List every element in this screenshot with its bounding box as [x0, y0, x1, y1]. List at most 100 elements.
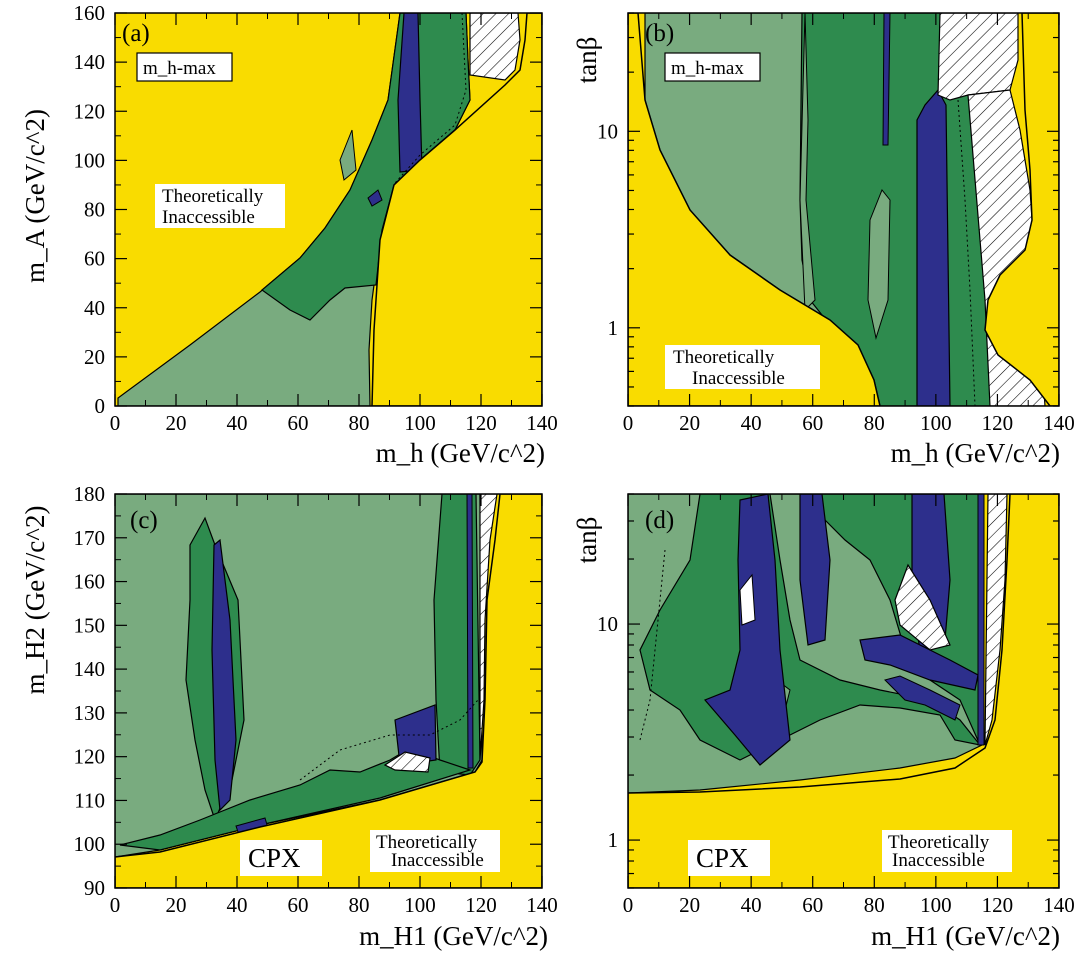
- panel-d-region-label-2: Inaccessible: [892, 850, 985, 871]
- panel-b-region-light-strip: [867, 189, 891, 340]
- panel-c-region-blue-spike: [211, 538, 237, 812]
- y-tick-label: 1: [608, 828, 619, 852]
- panel-c-inaccessible-lower: [115, 494, 542, 888]
- panel-b-xlabel: m_h (GeV/c^2): [891, 438, 1060, 468]
- panel-c-dotted-contour: [299, 699, 479, 781]
- x-tick-label: 60: [288, 893, 309, 917]
- y-tick-label: 90: [84, 876, 105, 900]
- x-tick-label: 20: [166, 893, 187, 917]
- panel-d-region-blue-tongue: [859, 634, 979, 691]
- y-tick-label: 100: [74, 148, 106, 172]
- y-tick-label: 120: [74, 99, 106, 123]
- panel-a-region-light-island: [339, 129, 357, 181]
- y-tick-label: 60: [84, 247, 105, 271]
- y-tick-label: 1: [608, 316, 619, 340]
- panel-c-ylabel: m_H2 (GeV/c^2): [20, 506, 50, 695]
- x-tick-label: 80: [864, 893, 885, 917]
- panel-c-xlabel: m_H1 (GeV/c^2): [359, 921, 548, 951]
- x-tick-label: 120: [465, 893, 497, 917]
- panel-c-region-label-box: [370, 830, 500, 872]
- y-tick-label: 170: [74, 526, 106, 550]
- panel-a-region-label-1: Theoretically: [162, 186, 264, 207]
- panel-d-region-white: [739, 573, 756, 626]
- x-tick-label: 40: [741, 893, 762, 917]
- panel-a-scenario-box: [136, 52, 233, 82]
- x-tick-label: 100: [920, 893, 952, 917]
- y-tick-label: 20: [84, 345, 105, 369]
- y-tick-label: 140: [74, 50, 106, 74]
- panel-a: 0 20 40 60 80 100 120 140020406080100120140160 …: [20, 1, 558, 468]
- panel-a-scenario-label: m_h-max: [143, 58, 216, 79]
- x-tick-label: 140: [1043, 411, 1075, 435]
- x-tick-label: 60: [288, 411, 309, 435]
- x-tick-label: 20: [166, 411, 187, 435]
- panel-b-dotted-contour: [957, 99, 976, 406]
- x-tick-label: 40: [741, 411, 762, 435]
- x-tick-label: 0: [110, 411, 121, 435]
- panel-b: 0 20 40 60 80 100 120 140 1 10 (b) m_h-max Theore…: [572, 12, 1075, 468]
- x-tick-label: 0: [623, 411, 634, 435]
- y-tick-label: 10: [597, 612, 618, 636]
- x-tick-label: 100: [404, 411, 436, 435]
- panel-c-tag: (c): [130, 507, 158, 534]
- x-tick-label: 40: [227, 893, 248, 917]
- panel-d-dotted-contour: [639, 549, 666, 741]
- panel-d-region-blue-lower: [884, 675, 961, 721]
- panel-b-scenario-label: m_h-max: [671, 58, 744, 79]
- panel-c-region-label-1: Theoretically: [376, 832, 478, 853]
- panel-c-region-mid-bottom: [119, 747, 472, 851]
- panel-c-scenario-label: CPX: [248, 843, 301, 873]
- panel-b-region-hatched: [937, 13, 1019, 101]
- x-tick-label: 120: [982, 893, 1014, 917]
- panel-b-ylabel: tanβ: [572, 37, 602, 84]
- panel-c-scenario-box: [240, 840, 322, 876]
- y-tick-label: 140: [74, 657, 106, 681]
- panel-d-axes: 0 20 40 60 80 100 120 140 1 10: [597, 493, 1075, 917]
- panel-a-ylabel: m_A (GeV/c^2): [20, 109, 50, 283]
- x-tick-label: 0: [623, 893, 634, 917]
- panel-a-xlabel: m_h (GeV/c^2): [376, 438, 545, 468]
- panel-b-region-blue: [916, 88, 951, 406]
- x-tick-label: 80: [864, 411, 885, 435]
- x-tick-label: 140: [526, 893, 558, 917]
- y-tick-label: 110: [74, 788, 105, 812]
- panel-d-scenario-label: CPX: [696, 843, 749, 873]
- panel-a-inaccessible-right: [371, 13, 542, 406]
- panel-d-scenario-box: [688, 840, 770, 876]
- panel-a-tag: (a): [122, 20, 150, 47]
- panel-d-tag: (d): [645, 507, 674, 534]
- panel-b-region-label-1: Theoretically: [673, 347, 775, 368]
- panel-b-region-blue-thin: [882, 13, 891, 146]
- panel-d-region-hatched-island: [894, 563, 951, 651]
- panel-b-scenario-box: [664, 52, 761, 82]
- y-tick-label: 0: [95, 394, 106, 418]
- x-tick-label: 80: [349, 893, 370, 917]
- panel-d: 0 20 40 60 80 100 120 140 1 10 (d) CPX Theoretica…: [572, 493, 1075, 951]
- x-tick-label: 140: [526, 411, 558, 435]
- y-tick-label: 160: [74, 1, 106, 25]
- x-tick-label: 20: [679, 411, 700, 435]
- panel-d-region-blue-thin: [977, 494, 985, 746]
- x-tick-label: 80: [349, 411, 370, 435]
- panel-d-region-blue-center: [703, 494, 791, 766]
- y-tick-label: 130: [74, 701, 106, 725]
- y-tick-label: 120: [74, 745, 106, 769]
- x-tick-label: 40: [227, 411, 248, 435]
- y-tick-label: 180: [74, 482, 106, 506]
- x-tick-label: 60: [802, 893, 823, 917]
- panel-d-region-label-1: Theoretically: [888, 832, 990, 853]
- panel-c-region-hatched: [479, 494, 498, 761]
- x-tick-label: 100: [404, 893, 436, 917]
- panel-c-region-blue-right: [394, 704, 437, 766]
- y-tick-label: 80: [84, 198, 105, 222]
- panel-d-xlabel: m_H1 (GeV/c^2): [871, 921, 1060, 951]
- panel-b-region-label-box: [665, 345, 820, 389]
- x-tick-label: 0: [110, 893, 121, 917]
- panel-a-region-blue-small: [367, 189, 383, 207]
- panel-c-axes: 0 20 40 60 80 100 120 140 90 100 110 120 130 140 150 16…: [74, 482, 558, 917]
- panel-b-inaccessible-right: [984, 13, 1059, 406]
- panel-b-region-label-2: Inaccessible: [692, 368, 785, 389]
- panel-d-inaccessible-lower: [628, 494, 1059, 888]
- x-tick-label: 120: [465, 411, 497, 435]
